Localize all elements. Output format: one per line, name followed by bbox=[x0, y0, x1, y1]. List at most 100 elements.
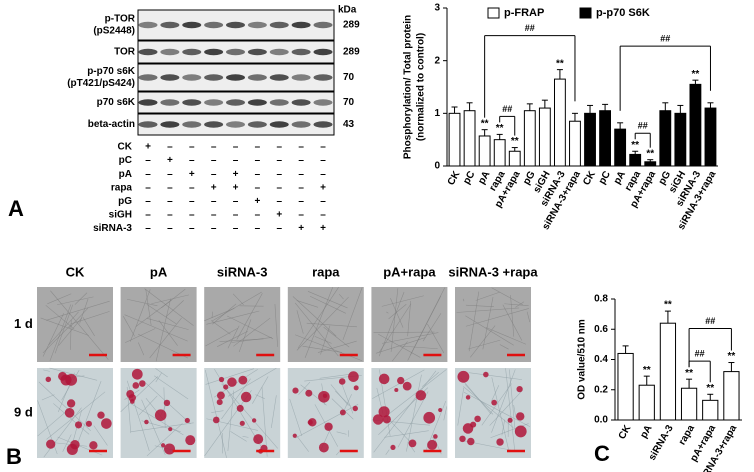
stained-cell bbox=[415, 390, 427, 401]
blot-band bbox=[182, 48, 202, 56]
treatment-sign: – bbox=[211, 155, 217, 166]
bar bbox=[584, 112, 596, 167]
texture bbox=[410, 287, 446, 355]
legend-label: p-p70 S6K bbox=[596, 7, 650, 19]
texture bbox=[381, 295, 424, 307]
texture bbox=[123, 316, 135, 337]
stained-cell bbox=[168, 427, 173, 432]
bar bbox=[702, 399, 719, 421]
treatment-sign: – bbox=[145, 196, 151, 207]
texture bbox=[296, 310, 304, 334]
bar bbox=[680, 387, 698, 421]
treatment-sign: – bbox=[255, 142, 261, 153]
stained-cell bbox=[459, 435, 466, 443]
texture bbox=[124, 314, 188, 342]
blot-band bbox=[160, 74, 180, 81]
bar bbox=[659, 110, 672, 167]
texture bbox=[236, 293, 263, 340]
texture bbox=[144, 288, 194, 326]
stained-cell bbox=[339, 409, 346, 416]
treatment-sign: – bbox=[276, 196, 282, 207]
significance: ** bbox=[511, 136, 519, 147]
treatment-sign: – bbox=[211, 210, 217, 221]
texture bbox=[211, 410, 224, 413]
stained-cell bbox=[292, 433, 297, 438]
texture bbox=[470, 325, 496, 358]
stained-cell bbox=[305, 389, 313, 397]
texture bbox=[501, 419, 506, 436]
texture bbox=[46, 300, 110, 321]
legend-swatch bbox=[487, 7, 500, 19]
treatment-sign: – bbox=[189, 196, 195, 207]
stained-cell bbox=[427, 439, 438, 450]
micrograph-column: rapa bbox=[312, 264, 340, 279]
bar bbox=[659, 322, 677, 421]
treatment-sign: – bbox=[145, 169, 151, 180]
bar bbox=[723, 371, 740, 421]
treatment-sign: – bbox=[167, 196, 173, 207]
stained-cell bbox=[97, 411, 105, 419]
treatment-sign: – bbox=[167, 182, 173, 193]
stained-cell bbox=[184, 417, 190, 424]
texture bbox=[485, 327, 527, 345]
texture bbox=[465, 308, 529, 327]
texture bbox=[296, 300, 319, 308]
texture bbox=[388, 304, 407, 320]
texture bbox=[211, 291, 262, 322]
blot-label: TOR bbox=[114, 47, 136, 58]
texture bbox=[216, 331, 248, 347]
x-tick-label: pA bbox=[638, 423, 654, 440]
blot-band bbox=[247, 74, 267, 81]
y-tick-label: 0 bbox=[434, 161, 440, 172]
micrograph-row: 9 d bbox=[14, 404, 33, 419]
texture bbox=[211, 311, 214, 318]
texture bbox=[464, 384, 494, 415]
y-tick-label: 0.2 bbox=[594, 384, 608, 395]
treatment-sign: – bbox=[276, 182, 282, 193]
treatment-sign: – bbox=[276, 223, 282, 234]
texture bbox=[146, 317, 189, 330]
texture bbox=[373, 370, 437, 453]
treatment-sign: – bbox=[167, 223, 173, 234]
texture bbox=[206, 310, 260, 325]
texture bbox=[295, 404, 359, 439]
texture bbox=[38, 381, 91, 432]
blot-band bbox=[204, 99, 224, 106]
stained-cell bbox=[227, 377, 237, 387]
texture bbox=[47, 293, 72, 305]
bar bbox=[553, 78, 566, 167]
bar bbox=[448, 112, 461, 167]
stained-cell bbox=[307, 419, 313, 425]
texture bbox=[221, 378, 251, 420]
x-tick-label: CK bbox=[581, 169, 598, 188]
treatment-sign: – bbox=[211, 223, 217, 234]
stained-cell bbox=[462, 423, 474, 434]
bar bbox=[478, 135, 491, 167]
treatment-sign: – bbox=[189, 142, 195, 153]
texture bbox=[386, 311, 389, 314]
stained-cell bbox=[507, 417, 513, 423]
x-tick-label: CK bbox=[617, 423, 634, 442]
panel-label: B bbox=[6, 444, 22, 469]
texture bbox=[499, 344, 509, 350]
texture bbox=[336, 431, 347, 435]
texture bbox=[138, 395, 158, 416]
blot-band bbox=[226, 21, 245, 29]
significance: ** bbox=[481, 118, 489, 129]
stained-cell bbox=[223, 384, 229, 390]
blot-band bbox=[160, 21, 180, 29]
stained-cell bbox=[218, 376, 225, 383]
texture bbox=[130, 422, 194, 433]
stained-cell bbox=[238, 375, 248, 385]
stained-cell bbox=[491, 399, 497, 406]
texture bbox=[120, 376, 159, 413]
blot-band bbox=[291, 99, 311, 106]
texture bbox=[381, 332, 439, 344]
blot-band bbox=[247, 99, 267, 106]
texture bbox=[482, 296, 494, 350]
treatment-sign: – bbox=[189, 223, 195, 234]
texture bbox=[50, 290, 109, 360]
stained-cell bbox=[74, 421, 83, 429]
blot-band bbox=[291, 74, 311, 81]
